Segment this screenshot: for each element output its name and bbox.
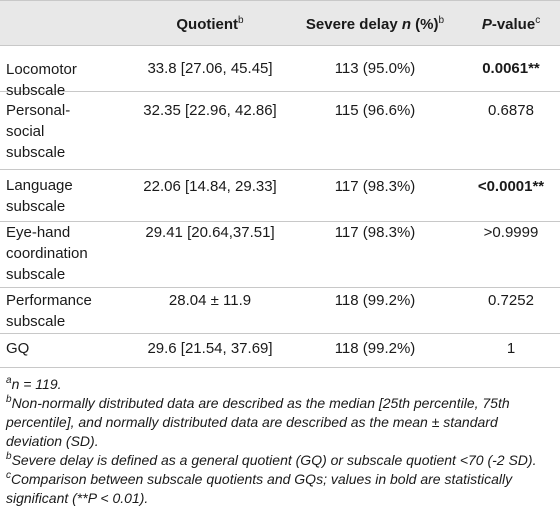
table-row: Personal-social subscale 32.35 [22.96, 42… [0, 92, 560, 170]
footnote-b-severe-delay: bSevere delay is defined as a general qu… [6, 451, 537, 469]
row-label: Eye-hand coordination subscale [6, 224, 88, 283]
quotient-cell: 22.06 [14.84, 29.33] [143, 178, 277, 195]
row-label: Personal-social subscale [6, 102, 71, 161]
severe-delay-cell: 118 (99.2%) [334, 292, 416, 309]
table-footnotes: an = 119. bNon-normally distributed data… [6, 375, 554, 508]
quotient-cell: 29.6 [21.54, 37.69] [147, 340, 273, 357]
p-value-cell: >0.9999 [483, 224, 539, 241]
p-value-cell: 0.0061** [482, 60, 540, 77]
table-row: Performance subscale 28.04 ± 11.9 118 (99… [0, 288, 560, 334]
severe-delay-cell: 117 (98.3%) [334, 178, 416, 195]
severe-delay-cell: 118 (99.2%) [334, 340, 416, 357]
p-value-cell: <0.0001** [477, 178, 545, 195]
table-row: Language subscale 22.06 [14.84, 29.33] 11… [0, 170, 560, 222]
severe-delay-cell: 115 (96.6%) [334, 102, 416, 119]
table-row: Locomotor subscale 33.8 [27.06, 45.45] 11… [0, 46, 560, 99]
footnote-c: cComparison between subscale quotients a… [6, 470, 513, 507]
table-row: GQ 29.6 [21.54, 37.69] 118 (99.2%) 1 [0, 334, 560, 368]
row-label: Locomotor subscale [6, 61, 77, 99]
header-severe-delay: Severe delay n (%)b [305, 15, 445, 34]
row-label: Performance subscale [6, 292, 92, 330]
row-label: Language subscale [6, 177, 73, 215]
header-quotient: Quotientb [176, 15, 244, 34]
row-label: GQ [6, 340, 30, 357]
table-header: Quotientb Severe delay n (%)b P-valuec [0, 0, 560, 46]
table-row: Eye-hand coordination subscale 29.41 [20.6… [0, 222, 560, 288]
severe-delay-cell: 117 (98.3%) [334, 224, 416, 241]
p-value-cell: 0.6878 [488, 102, 534, 119]
footnote-a: an = 119. [6, 375, 62, 393]
header-p-value: P-valuec [481, 15, 541, 34]
footnote-b-distribution: bNon-normally distributed data are descr… [6, 394, 510, 450]
quotient-cell: 28.04 ± 11.9 [168, 292, 252, 309]
quotient-cell: 29.41 [20.64,37.51] [145, 224, 275, 241]
p-value-cell: 1 [506, 340, 516, 357]
quotient-cell: 33.8 [27.06, 45.45] [147, 60, 273, 77]
p-value-cell: 0.7252 [488, 292, 534, 309]
quotient-cell: 32.35 [22.96, 42.86] [143, 102, 277, 119]
severe-delay-cell: 113 (95.0%) [334, 60, 416, 77]
